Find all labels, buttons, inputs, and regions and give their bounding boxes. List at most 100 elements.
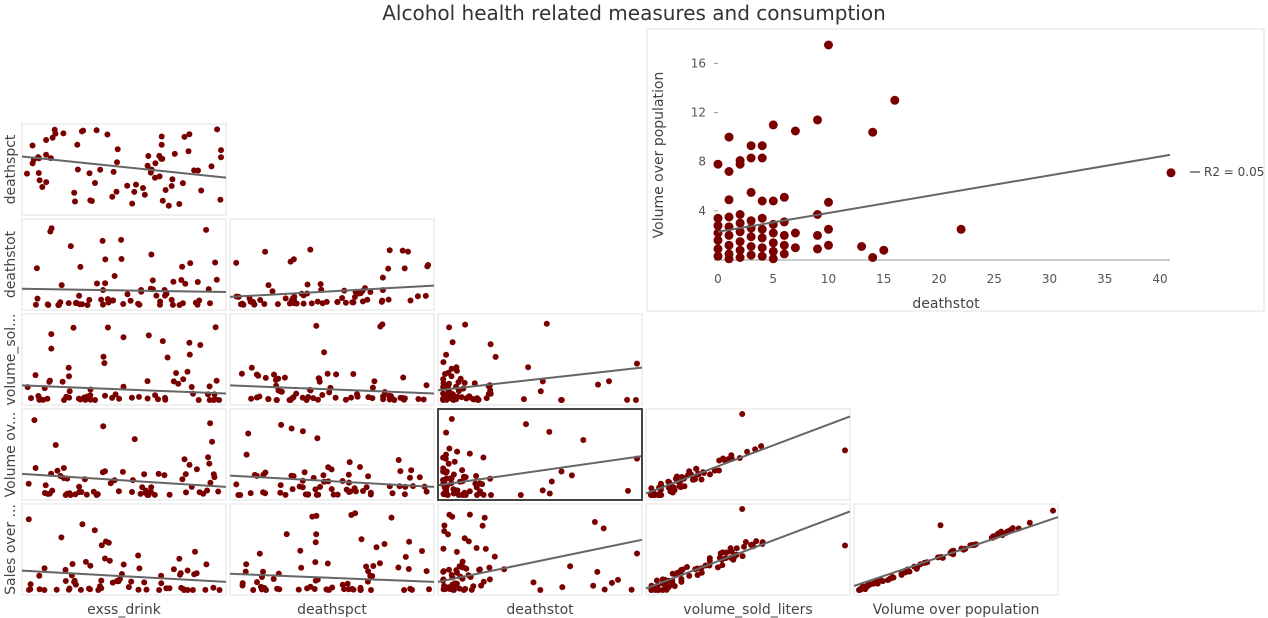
scatter-point[interactable] bbox=[735, 245, 745, 255]
matrix-cell-r4-c2[interactable] bbox=[437, 503, 643, 596]
matrix-point bbox=[730, 556, 737, 563]
scatter-point[interactable] bbox=[713, 235, 723, 245]
scatter-point[interactable] bbox=[757, 251, 767, 261]
matrix-cell-r1-c0[interactable] bbox=[21, 218, 227, 311]
scatter-point[interactable] bbox=[757, 213, 767, 223]
scatter-point[interactable] bbox=[890, 95, 900, 105]
matrix-cell-r4-c1[interactable] bbox=[229, 503, 435, 596]
scatter-point[interactable] bbox=[713, 159, 723, 169]
scatter-point[interactable] bbox=[779, 192, 789, 202]
matrix-point bbox=[215, 488, 222, 495]
matrix-cell-r4-c4[interactable] bbox=[853, 503, 1059, 596]
scatter-point[interactable] bbox=[768, 246, 778, 256]
scatter-point[interactable] bbox=[735, 156, 745, 165]
scatter-point[interactable] bbox=[746, 232, 756, 242]
scatter-point[interactable] bbox=[768, 120, 778, 130]
matrix-cell-r2-c2[interactable] bbox=[437, 313, 643, 406]
scatter-point[interactable] bbox=[757, 224, 767, 234]
scatter-point[interactable] bbox=[724, 230, 734, 240]
scatter-point[interactable] bbox=[724, 240, 734, 250]
scatter-point[interactable] bbox=[1166, 168, 1176, 178]
scatter-point[interactable] bbox=[746, 242, 756, 251]
matrix-point bbox=[462, 492, 469, 498]
scatter-point[interactable] bbox=[768, 196, 778, 206]
scatter-point[interactable] bbox=[735, 218, 745, 228]
matrix-cell-r0-c0[interactable] bbox=[21, 123, 227, 216]
scatter-point[interactable] bbox=[735, 237, 745, 247]
scatter-point[interactable] bbox=[713, 213, 723, 223]
scatter-point[interactable] bbox=[757, 153, 767, 163]
scatter-point[interactable] bbox=[724, 212, 734, 222]
matrix-point bbox=[35, 170, 42, 176]
scatter-point[interactable] bbox=[824, 40, 833, 50]
matrix-point bbox=[207, 300, 213, 307]
matrix-point bbox=[334, 491, 341, 498]
scatter-point[interactable] bbox=[790, 126, 800, 136]
scatter-point[interactable] bbox=[713, 251, 723, 261]
scatter-point[interactable] bbox=[713, 244, 723, 254]
scatter-point[interactable] bbox=[779, 240, 789, 250]
scatter-point[interactable] bbox=[779, 230, 789, 240]
matrix-cell-r1-c1[interactable] bbox=[229, 218, 435, 311]
scatter-point[interactable] bbox=[813, 244, 822, 254]
scatter-point[interactable] bbox=[735, 227, 745, 237]
scatter-point[interactable] bbox=[868, 127, 878, 137]
matrix-point bbox=[133, 181, 139, 188]
scatter-point[interactable] bbox=[746, 250, 756, 260]
matrix-cell-r4-c3[interactable] bbox=[645, 503, 851, 596]
x-tick-label: 40 bbox=[1152, 272, 1167, 286]
scatter-point[interactable] bbox=[824, 240, 833, 250]
matrix-cell-r4-c0[interactable] bbox=[21, 503, 227, 596]
matrix-cell-r2-c0[interactable] bbox=[21, 313, 227, 406]
scatter-point[interactable] bbox=[724, 254, 734, 264]
scatter-point[interactable] bbox=[757, 243, 767, 253]
scatter-point[interactable] bbox=[790, 228, 800, 238]
matrix-cell-r3-c2[interactable] bbox=[437, 408, 643, 501]
scatter-point[interactable] bbox=[857, 242, 867, 251]
matrix-cell-r2-c1[interactable] bbox=[229, 313, 435, 406]
scatter-point[interactable] bbox=[956, 224, 966, 234]
scatter-point[interactable] bbox=[724, 132, 734, 142]
matrix-point bbox=[312, 577, 319, 584]
scatter-point[interactable] bbox=[768, 238, 778, 248]
matrix-point bbox=[248, 364, 255, 371]
scatter-point[interactable] bbox=[746, 216, 756, 226]
matrix-cell-r3-c1[interactable] bbox=[229, 408, 435, 501]
matrix-point bbox=[204, 487, 211, 494]
scatter-point[interactable] bbox=[790, 243, 800, 253]
matrix-point bbox=[239, 580, 246, 587]
scatter-point[interactable] bbox=[746, 153, 756, 163]
scatter-point[interactable] bbox=[779, 249, 789, 259]
scatter-point[interactable] bbox=[757, 233, 767, 243]
matrix-point bbox=[385, 265, 392, 272]
scatter-point[interactable] bbox=[724, 195, 734, 205]
matrix-cell-r3-c0[interactable] bbox=[21, 408, 227, 501]
scatter-point[interactable] bbox=[824, 197, 833, 207]
scatter-point[interactable] bbox=[813, 230, 822, 240]
detail-scatter[interactable]: 0 5 10 15 20 25 30 35 40 4 8 12 16 deathstot Volume ov… bbox=[651, 40, 1264, 313]
scatter-point[interactable] bbox=[735, 210, 745, 219]
scatter-point[interactable] bbox=[768, 228, 778, 238]
scatter-point[interactable] bbox=[757, 141, 767, 151]
scatter-point[interactable] bbox=[746, 187, 756, 197]
matrix-cell-r3-c3[interactable] bbox=[645, 408, 851, 501]
scatter-point[interactable] bbox=[746, 141, 756, 151]
matrix-point bbox=[706, 555, 713, 562]
scatter-point[interactable] bbox=[757, 196, 767, 206]
scatter-point[interactable] bbox=[879, 245, 889, 255]
matrix-trendline bbox=[21, 384, 227, 395]
matrix-point bbox=[369, 573, 376, 579]
scatter-point[interactable] bbox=[735, 253, 745, 262]
scatter-point[interactable] bbox=[724, 167, 734, 176]
x-tick-label: 5 bbox=[769, 272, 777, 286]
scatter-point[interactable] bbox=[868, 253, 878, 262]
matrix-trendline bbox=[21, 569, 227, 583]
matrix-point bbox=[72, 300, 79, 307]
scatter-point[interactable] bbox=[813, 115, 822, 125]
scatter-point[interactable] bbox=[713, 221, 723, 231]
scatter-point[interactable] bbox=[824, 224, 833, 234]
matrix-point bbox=[274, 585, 281, 592]
scatter-point[interactable] bbox=[768, 254, 778, 264]
matrix-point bbox=[26, 586, 32, 593]
matrix-point bbox=[558, 397, 565, 403]
